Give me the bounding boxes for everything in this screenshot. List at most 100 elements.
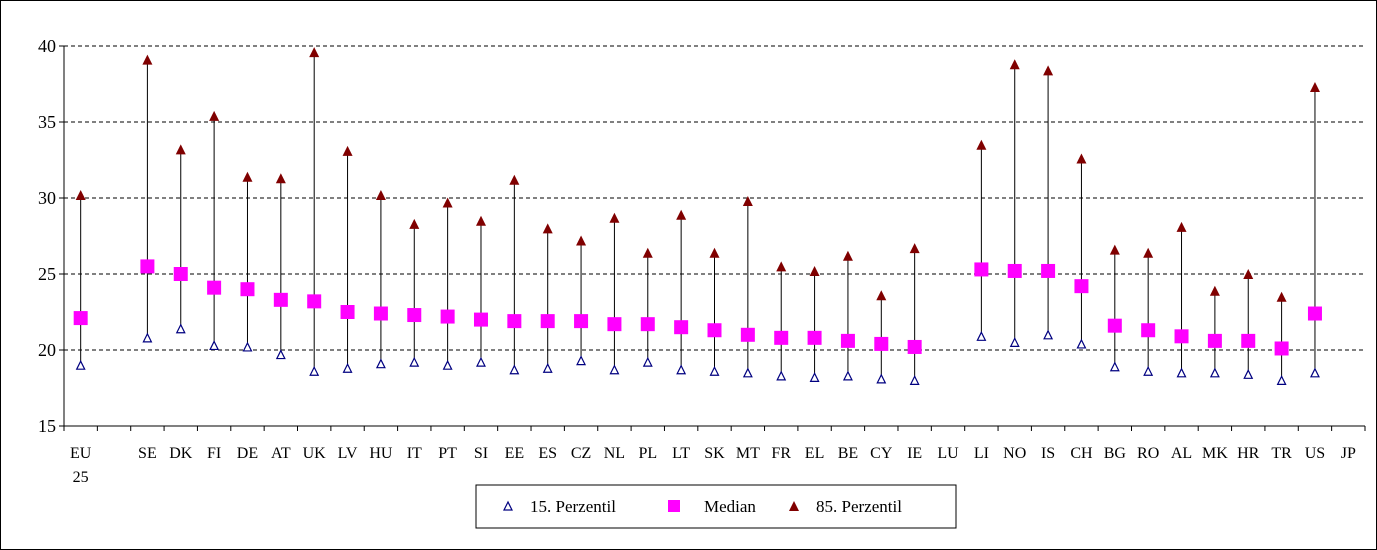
median-marker <box>874 336 889 351</box>
p85-marker <box>576 235 587 246</box>
x-tick-label: LT <box>672 445 690 462</box>
p85-marker <box>1009 59 1020 70</box>
legend-label-median: Median <box>704 497 756 516</box>
x-tick-label: LI <box>974 445 989 462</box>
legend-label-p15: 15. Perzentil <box>530 497 616 516</box>
y-tick-label: 35 <box>38 112 56 132</box>
median-marker <box>907 339 922 354</box>
y-tick-label: 20 <box>38 340 56 360</box>
median-marker <box>1174 329 1189 344</box>
x-tick-label: LU <box>937 445 959 462</box>
median-marker <box>674 320 689 335</box>
p15-marker <box>776 370 787 381</box>
x-tick-label: JP <box>1341 445 1356 462</box>
x-tick-label: ES <box>538 445 557 462</box>
median-marker <box>1207 333 1222 348</box>
p85-marker <box>976 139 987 150</box>
y-tick-label: 30 <box>38 188 56 208</box>
x-tick-label: 25 <box>73 469 89 486</box>
p85-marker <box>142 54 153 65</box>
x-tick-label: SK <box>704 445 725 462</box>
p15-marker <box>1076 338 1087 349</box>
data-points <box>73 47 1322 385</box>
x-tick-label: MK <box>1202 445 1228 462</box>
p15-marker <box>1176 367 1187 378</box>
p85-marker <box>475 215 486 226</box>
p85-marker <box>1109 244 1120 255</box>
median-marker <box>440 309 455 324</box>
median-marker <box>1241 333 1256 348</box>
p85-marker <box>1143 247 1154 258</box>
median-marker <box>407 308 422 323</box>
p15-marker <box>75 359 86 370</box>
p85-marker <box>842 250 853 261</box>
x-tick-label: RO <box>1137 445 1159 462</box>
legend: 15. Perzentil Median 85. Perzentil <box>475 484 957 529</box>
p85-marker <box>342 145 353 156</box>
y-tick-label: 15 <box>38 416 56 436</box>
median-marker <box>707 323 722 338</box>
legend-item-median: Median <box>668 497 756 516</box>
p85-marker <box>1043 65 1054 76</box>
p15-marker <box>542 362 553 373</box>
p15-marker <box>275 349 286 360</box>
p15-marker <box>976 330 987 341</box>
x-tick-label: CY <box>870 445 893 462</box>
p15-marker <box>209 340 220 351</box>
x-tick-label: TR <box>1271 445 1292 462</box>
p85-marker <box>309 47 320 58</box>
p85-marker <box>1076 153 1087 164</box>
median-marker <box>1074 279 1089 294</box>
x-tick-label: CZ <box>571 445 591 462</box>
axes <box>63 46 1365 427</box>
p85-marker <box>442 197 453 208</box>
p15-marker <box>142 332 153 343</box>
median-marker <box>1007 263 1022 278</box>
x-tick-label: HU <box>369 445 393 462</box>
x-tick-label: AL <box>1171 445 1192 462</box>
p15-marker <box>576 355 587 366</box>
median-marker <box>840 333 855 348</box>
median-marker <box>1141 323 1156 338</box>
p85-marker <box>542 223 553 234</box>
median-marker <box>273 292 288 307</box>
p85-marker <box>1276 291 1287 302</box>
y-tick-label: 40 <box>38 36 56 56</box>
p15-marker <box>876 373 887 384</box>
x-tick-label: HR <box>1237 445 1260 462</box>
p85-marker <box>1309 82 1320 93</box>
x-tick-label: EE <box>505 445 525 462</box>
p15-marker <box>309 365 320 376</box>
x-tick-label: UK <box>303 445 327 462</box>
median-marker <box>640 317 655 332</box>
x-tick-label: BE <box>838 445 858 462</box>
range-lines <box>80 52 1316 381</box>
x-tick-label: EL <box>805 445 825 462</box>
p85-marker <box>242 171 253 182</box>
p15-marker <box>242 341 253 352</box>
median-marker <box>807 330 822 345</box>
legend-marker-p15 <box>503 500 513 511</box>
p85-marker <box>609 212 620 223</box>
median-marker <box>373 306 388 321</box>
median-marker <box>173 267 188 281</box>
median-marker <box>1107 318 1122 333</box>
p15-marker <box>342 362 353 373</box>
median-marker <box>1041 263 1056 278</box>
p85-marker <box>209 110 220 121</box>
p15-marker <box>1309 367 1320 378</box>
x-tick-label: PL <box>638 445 657 462</box>
p15-marker <box>442 359 453 370</box>
p85-marker <box>175 144 186 155</box>
p15-marker <box>676 364 687 375</box>
legend-label-p85: 85. Perzentil <box>816 497 902 516</box>
x-tick-label: MT <box>736 445 760 462</box>
x-tick-label: FR <box>771 445 791 462</box>
legend-box <box>475 484 957 529</box>
p85-marker <box>1176 221 1187 232</box>
p85-marker <box>275 173 286 184</box>
median-marker <box>307 294 322 309</box>
p85-marker <box>676 209 687 220</box>
